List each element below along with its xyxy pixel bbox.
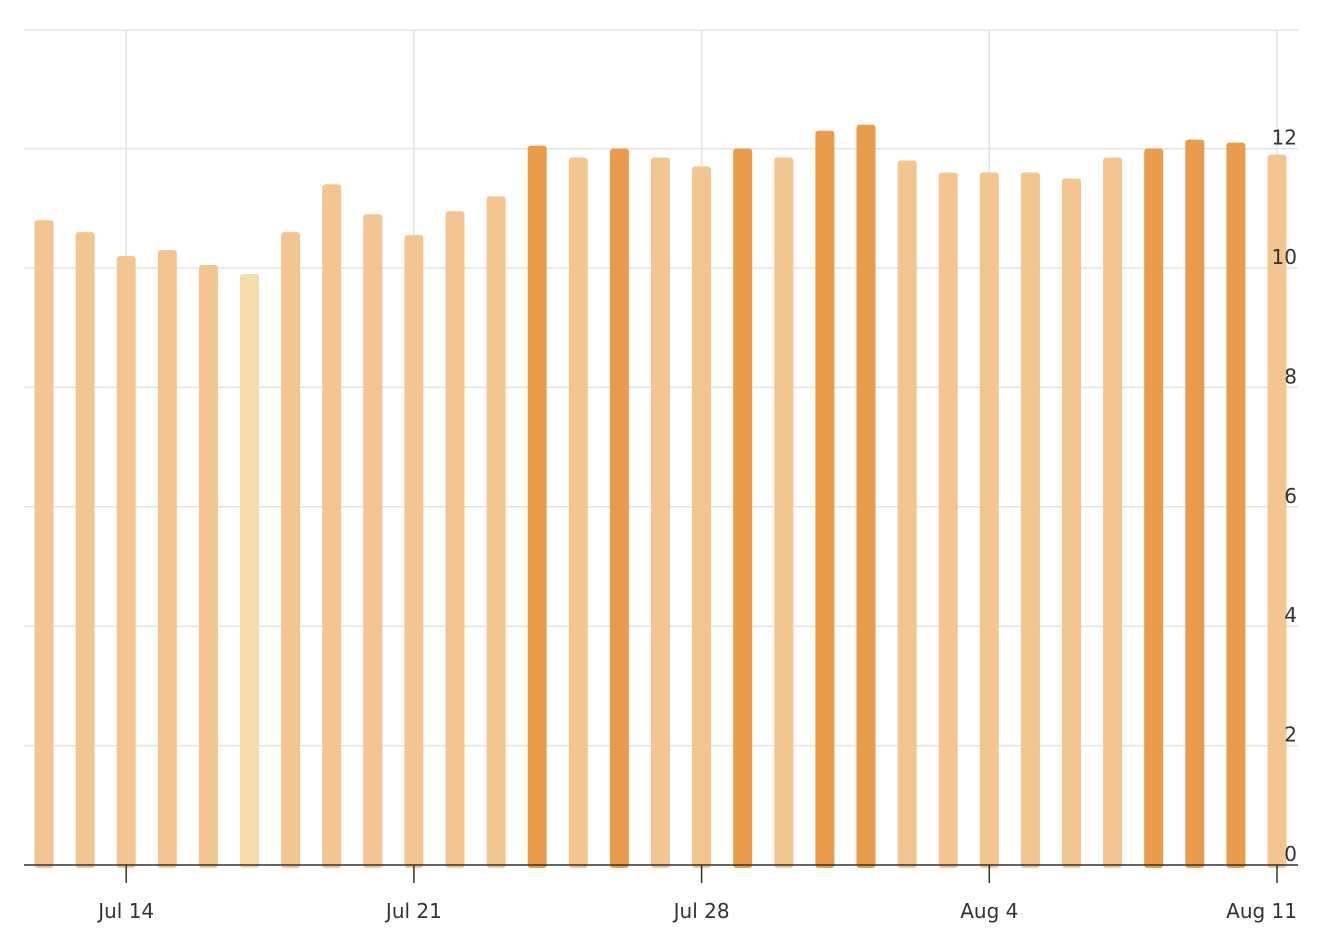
bar [897,160,917,869]
bar [34,220,54,869]
y-tick-label: 6 [1284,484,1297,508]
bar [363,214,383,868]
x-tick-label: Jul 28 [672,899,730,923]
bar [1020,172,1040,869]
bar [609,148,629,869]
bar [281,232,301,868]
bar [733,148,753,869]
bar [1185,139,1205,868]
bar [938,172,958,869]
y-tick-label: 2 [1284,723,1297,747]
bar [404,235,424,869]
bar [198,265,218,868]
y-tick-label: 12 [1272,126,1297,150]
bar [486,196,506,869]
bar [979,172,999,869]
bar [692,166,712,868]
bar [1267,154,1287,868]
bar [322,184,342,869]
bars [34,124,1287,869]
bar [75,232,95,868]
bar [116,256,136,868]
bar [774,157,794,868]
y-tick-label: 10 [1272,245,1297,269]
y-tick-label: 8 [1284,364,1297,388]
x-tick-label: Aug 11 [1226,899,1297,923]
bar [157,250,177,869]
bar [1103,157,1123,868]
y-tick-label: 4 [1284,603,1297,627]
bar [1144,148,1164,869]
bar [1226,142,1246,868]
bar [568,157,588,868]
bar [1062,178,1081,868]
bar [856,124,876,869]
y-tick-label: 0 [1284,842,1297,866]
x-tick-label: Jul 21 [384,899,442,923]
x-tick-label: Jul 14 [96,899,154,923]
bar [445,211,465,868]
x-axis: Jul 14 Jul 21 Jul 28 Aug 4 Aug 11 [24,864,1298,923]
x-tick-label: Aug 4 [960,899,1018,923]
y-axis: 0 2 4 6 8 10 12 [1272,126,1297,866]
bar [651,157,670,868]
bar [527,145,547,869]
bar [240,273,259,869]
bar [815,130,835,868]
